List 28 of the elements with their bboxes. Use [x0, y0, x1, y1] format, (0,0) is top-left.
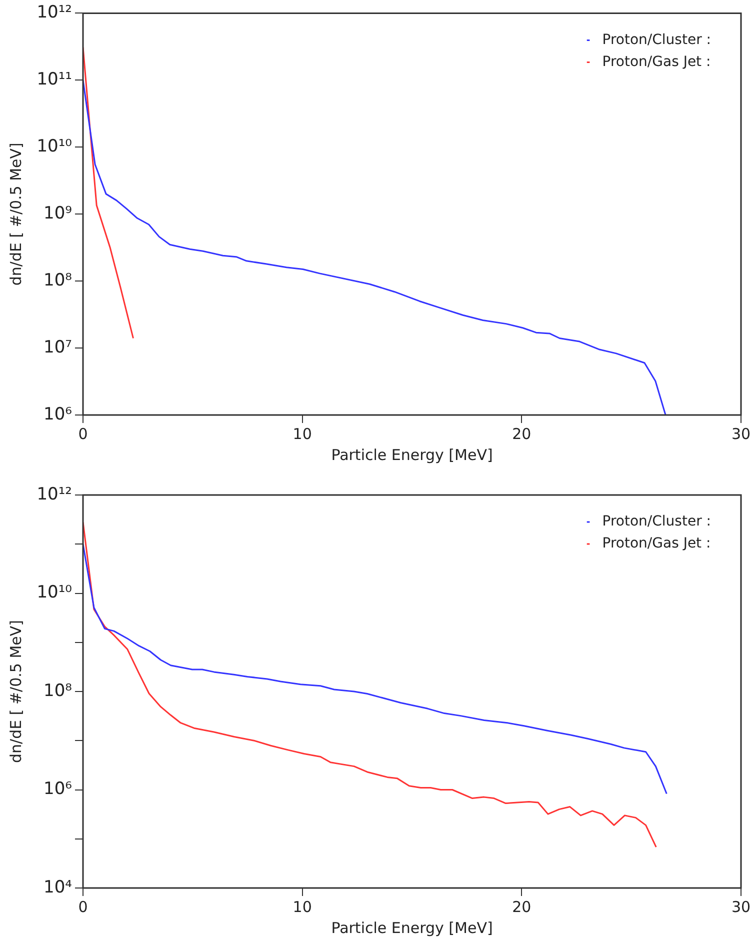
x-tick-label: 0: [78, 424, 88, 443]
y-tick-label: 10¹⁰: [36, 582, 72, 603]
y-tick-label: 10⁸: [44, 270, 72, 290]
y-tick-label: 10⁶: [44, 404, 72, 424]
legend-label: Proton/Cluster :: [602, 514, 712, 530]
y-axis-title: dn/dE [ #/0.5 MeV]: [6, 620, 25, 763]
y-tick-label: 10⁷: [44, 337, 72, 358]
y-tick-label: 10⁴: [44, 877, 72, 898]
y-tick-label: 10¹²: [36, 2, 72, 23]
legend-label: Proton/Gas Jet :: [602, 536, 711, 552]
x-tick-label: 0: [78, 898, 88, 916]
legend-label: Proton/Gas Jet :: [602, 54, 711, 70]
x-axis-title: Particle Energy [MeV]: [331, 918, 493, 937]
x-tick-label: 30: [731, 424, 751, 443]
legend-label: Proton/Cluster :: [602, 32, 712, 48]
x-tick-label: 20: [512, 424, 532, 443]
x-tick-label: 10: [292, 898, 312, 916]
y-tick-label: 10⁶: [44, 779, 72, 800]
x-tick-label: 30: [731, 898, 751, 916]
x-tick-label: 20: [512, 898, 532, 916]
y-tick-label: 10¹²: [36, 484, 72, 504]
y-tick-label: 10¹⁰: [36, 136, 72, 157]
y-axis-title: dn/dE [ #/0.5 MeV]: [6, 142, 25, 286]
y-tick-label: 10⁸: [44, 680, 72, 701]
x-tick-label: 10: [292, 424, 312, 443]
y-tick-label: 10⁹: [44, 204, 72, 224]
x-axis-title: Particle Energy [MeV]: [331, 446, 493, 464]
y-tick-label: 10¹¹: [36, 70, 72, 90]
